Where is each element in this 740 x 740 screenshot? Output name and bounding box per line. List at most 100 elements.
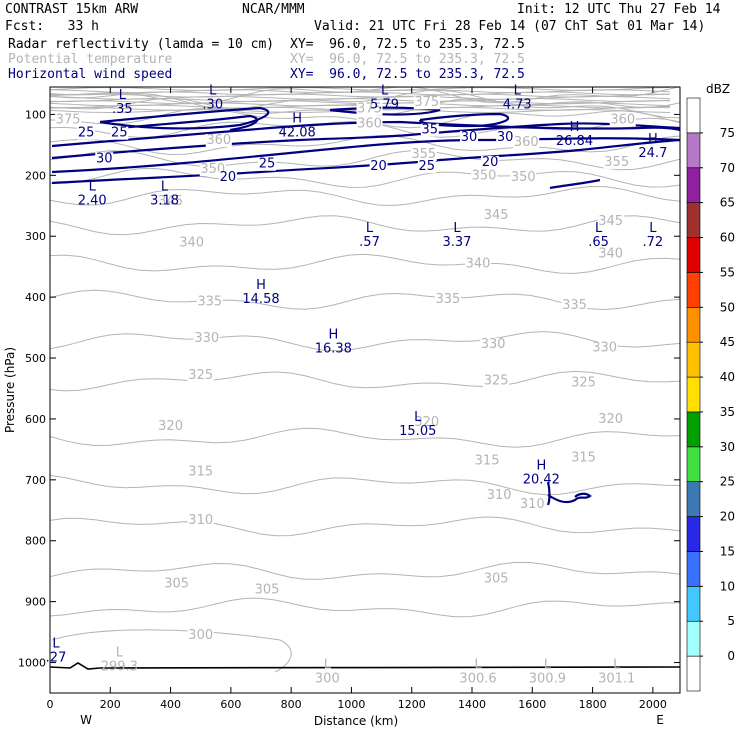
wind-label: 30: [96, 151, 113, 166]
colorbar-swatch: [686, 237, 701, 273]
theta-label: 355: [604, 155, 629, 170]
x-axis-title: Distance (km): [314, 714, 398, 728]
theta-label: 360: [206, 133, 231, 148]
theta-label: 325: [188, 368, 213, 383]
y-tick-label: 1000: [18, 657, 46, 670]
wind-label-bg: [481, 155, 500, 169]
colorbar-label: 20: [720, 510, 735, 524]
theta-label: 315: [188, 464, 213, 479]
colorbar-swatch: [686, 551, 701, 587]
colorbar-label: 40: [720, 370, 735, 384]
init-time: Init: 12 UTC Thu 27 Feb 14: [517, 2, 721, 17]
extremum-value: 20.42: [523, 472, 560, 487]
y-tick-label: 200: [25, 169, 46, 182]
theta-label-bg: [597, 247, 624, 261]
model-title: CONTRAST 15km ARW: [5, 2, 139, 17]
y-tick-label: 900: [25, 596, 46, 609]
theta-label: 310: [188, 513, 213, 528]
extremum-value: 2.40: [78, 194, 107, 209]
colorbar-title: dBZ: [706, 82, 730, 96]
colorbar-swatch: [686, 376, 701, 413]
wind-contour-line: [119, 114, 258, 132]
wind-contour-line: [51, 137, 681, 174]
colorbar-label: 55: [720, 265, 735, 279]
wind-label: 30: [461, 130, 478, 145]
colorbar-swatch: [686, 516, 701, 552]
wind-label: 25: [78, 126, 95, 141]
extremum-kind: L: [649, 221, 657, 236]
extremum-kind: L: [414, 410, 422, 425]
theta-label: 340: [598, 246, 623, 261]
colorbar-swatch: [686, 411, 701, 448]
wind-label-bg: [459, 130, 478, 144]
wind-label: 25: [419, 159, 436, 174]
theta-label-bg: [603, 155, 630, 169]
theta-label: 375: [414, 95, 439, 110]
colorbar-label: 75: [720, 126, 735, 140]
extremum-value: .35: [112, 102, 133, 117]
theta-label: 335: [197, 294, 222, 309]
extremum-value: 3.37: [442, 235, 471, 250]
extremum-kind: H: [648, 132, 658, 147]
wind-label: 20: [220, 170, 237, 185]
extremum-value: .30: [202, 97, 223, 112]
theta-label: 375: [357, 101, 382, 116]
wind-contours: [51, 106, 681, 506]
y-tick-label: 800: [25, 535, 46, 548]
colorbar-label: 45: [720, 335, 735, 349]
extremum-kind: H: [292, 111, 302, 126]
wind-contour-line: [549, 178, 601, 190]
field-wind-name: Horizontal wind speed: [8, 67, 173, 82]
theta-label: 345: [484, 208, 509, 223]
theta-label-bg: [597, 412, 624, 426]
field-theta-xy: XY= 96.0, 72.5 to 235.3, 72.5: [290, 52, 525, 67]
extremum-kind: L: [595, 221, 603, 236]
x-tick-label: 0: [47, 698, 54, 711]
theta-contour-line: [49, 331, 681, 352]
theta-label: 345: [598, 214, 623, 229]
colorbar-label: 30: [720, 440, 735, 454]
extremum-kind: L: [161, 180, 169, 195]
theta-label-bg: [187, 369, 214, 383]
x-tick-label: 1000: [337, 698, 365, 711]
extremum-value: 16.38: [315, 342, 352, 357]
theta-label: 345: [158, 194, 183, 209]
theta-label-bg: [561, 299, 588, 313]
theta-label-bg: [486, 489, 513, 503]
theta-label: 325: [571, 375, 596, 390]
theta-label: 305: [255, 582, 280, 597]
terrain: [49, 662, 681, 670]
theta-label: 325: [484, 374, 509, 389]
extremum-kind: H: [328, 328, 338, 343]
extremum-kind: H: [570, 120, 580, 135]
theta-label-bg: [413, 96, 440, 110]
theta-label: 315: [571, 450, 596, 465]
x-tick-label: 1200: [398, 698, 426, 711]
extremum-value: 26.84: [556, 134, 593, 149]
theta-label-bg: [609, 113, 636, 127]
theta-label-bg: [178, 236, 205, 250]
colorbar-swatch: [686, 272, 701, 308]
theta-label: 350: [511, 170, 536, 185]
theta-contour-line: [49, 215, 681, 236]
theta-label-bg: [591, 341, 618, 355]
theta-label-bg: [480, 338, 507, 352]
colorbar-label: 5: [727, 614, 735, 628]
wind-contour-line: [547, 492, 592, 504]
theta-label-bg: [356, 102, 383, 116]
theta-label-bg: [157, 420, 184, 434]
colorbar-label: 65: [720, 196, 735, 210]
x-end-east: E: [656, 713, 664, 727]
colorbar-swatch: [686, 132, 701, 169]
theta-label: 310: [487, 488, 512, 503]
theta-label-bg: [187, 465, 214, 479]
theta-label-bg: [193, 331, 220, 345]
wind-contour-line: [99, 106, 270, 130]
wind-contour-line: [51, 138, 681, 185]
theta-label: 355: [411, 147, 436, 162]
theta-label-bg: [196, 295, 223, 309]
organization: NCAR/MMM: [242, 2, 305, 17]
theta-label-bg: [483, 572, 510, 586]
wind-label-bg: [420, 123, 439, 137]
extremum-kind: L: [514, 83, 522, 98]
